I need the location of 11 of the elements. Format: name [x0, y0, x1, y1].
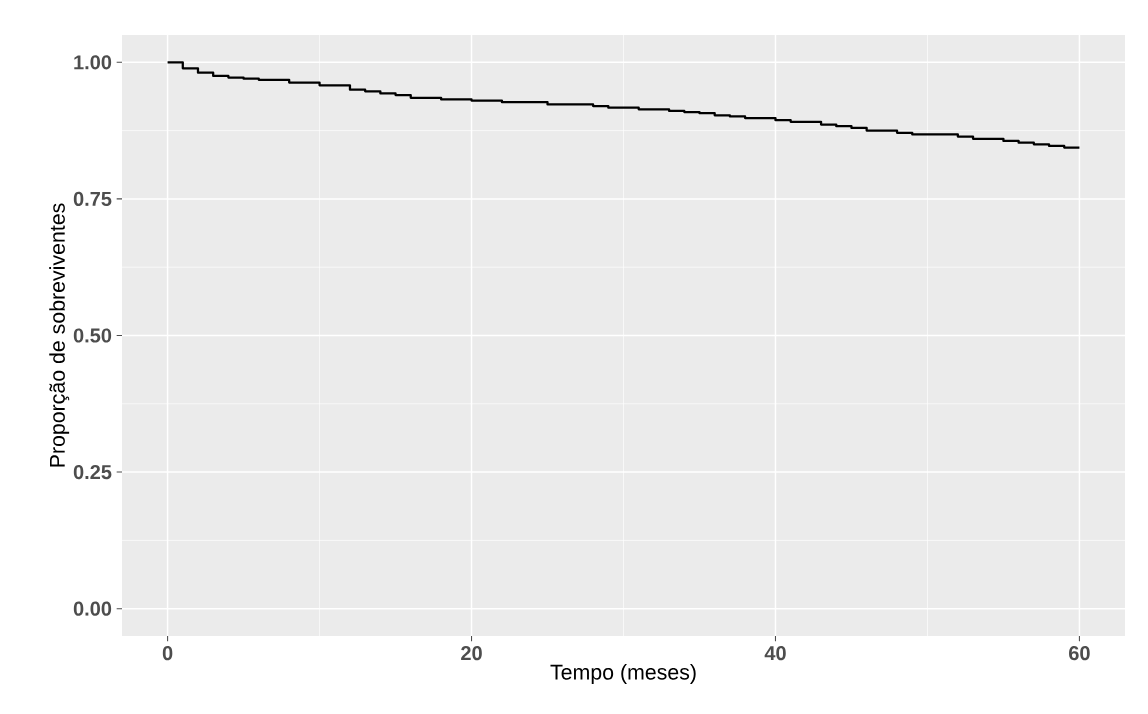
x-tick-label: 40: [764, 646, 786, 661]
y-tick-label: 0.50: [73, 328, 112, 343]
y-axis-title: Proporção de sobreviventes: [49, 203, 70, 467]
x-tick-label: 0: [162, 646, 173, 661]
x-tick-label: 20: [461, 646, 482, 661]
y-tick-label: 0.00: [73, 601, 112, 616]
y-tick-label: 1.00: [74, 55, 112, 70]
x-tick-label: 60: [1069, 646, 1090, 661]
y-tick-label: 0.75: [73, 191, 112, 206]
y-tick-label: 0.25: [73, 465, 112, 480]
x-axis-title: Tempo (meses): [550, 664, 696, 684]
